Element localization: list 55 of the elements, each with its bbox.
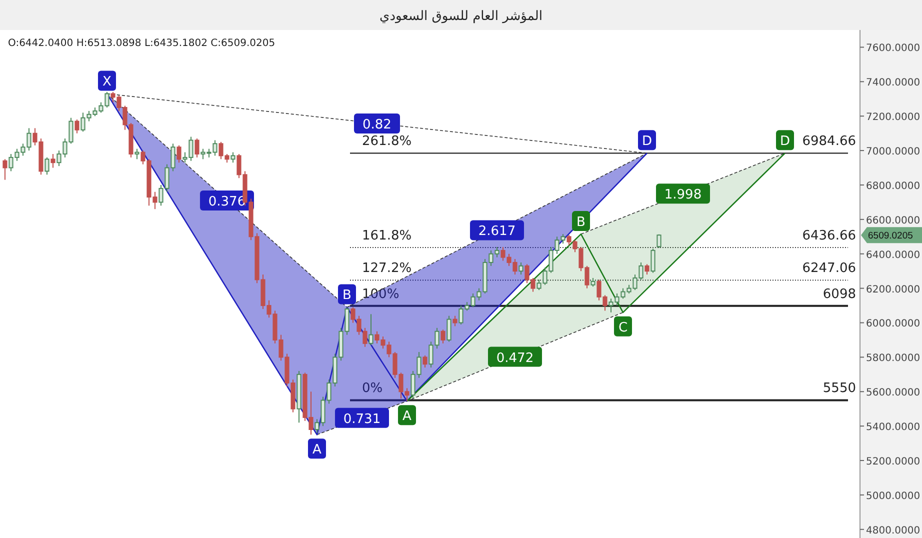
- candlestick: [368, 314, 374, 346]
- candlestick: [656, 234, 662, 248]
- y-tick-label: 7200.0000: [866, 112, 920, 124]
- y-tick-label: 5400.0000: [866, 422, 920, 434]
- candlestick: [452, 315, 458, 327]
- y-tick-label: 5200.0000: [866, 456, 920, 468]
- candlestick: [230, 152, 236, 164]
- data-label: D: [642, 134, 652, 150]
- annotation: 127.2%: [362, 261, 412, 276]
- y-tick-label: 6800.0000: [866, 180, 920, 192]
- annotation: 2.617: [478, 224, 516, 240]
- y-tick-label: 7000.0000: [866, 146, 920, 158]
- y-tick-label: 5800.0000: [866, 353, 920, 364]
- ref-line-label: 6436.66: [802, 228, 856, 244]
- data-label: B: [342, 288, 352, 304]
- candlestick: [50, 153, 56, 168]
- candlestick: [134, 148, 140, 160]
- annotation: 0.472: [496, 350, 534, 366]
- data-label: B: [576, 215, 586, 230]
- y-tick-label: 6000.0000: [866, 318, 920, 330]
- y-tick-label: 6600.0000: [866, 215, 920, 226]
- y-tick-label: 7400.0000: [866, 78, 920, 89]
- annotation: 0.731: [343, 412, 381, 427]
- candlestick: [194, 138, 200, 158]
- candlestick: [446, 315, 452, 342]
- text: 6509.0205: [868, 230, 913, 242]
- candlestick: [422, 354, 428, 368]
- ref-line-label: 5550: [822, 381, 856, 396]
- candlestick: [44, 156, 50, 176]
- candlestick: [2, 158, 8, 180]
- annotation: 161.8%: [362, 228, 412, 244]
- candlestick: [440, 329, 446, 344]
- y-tick-label: 5600.0000: [866, 388, 920, 399]
- y-tick-label: 7600.0000: [866, 43, 920, 54]
- candlestick: [74, 119, 80, 134]
- annotation: 0%: [362, 381, 383, 396]
- candlestick: [176, 144, 182, 164]
- candlestick: [650, 248, 656, 274]
- data-label: A: [402, 409, 412, 424]
- data-label: A: [312, 442, 322, 458]
- ref-line-label: 6984.66: [802, 134, 856, 150]
- y-tick-label: 6200.0000: [866, 284, 920, 296]
- annotation: 261.8%: [362, 134, 412, 150]
- ref-line-label: 6098: [822, 286, 856, 302]
- annotation: O:6442.0400 H:6513.0898 L:6435.1802 C:6509.0205: [8, 38, 276, 49]
- data-label: D: [780, 134, 790, 150]
- chart-title: المؤشر العام للسوق السعودي: [380, 9, 542, 24]
- data-label: X: [102, 74, 112, 90]
- y-tick-label: 5000.0000: [866, 490, 920, 502]
- y-tick-label: 4800.0000: [866, 525, 920, 536]
- annotation: 0.82: [362, 117, 392, 132]
- annotation: 1.998: [664, 188, 702, 203]
- y-tick-label: 6400.0000: [866, 250, 920, 261]
- ref-line-label: 6247.06: [802, 261, 856, 276]
- data-label: C: [618, 320, 628, 336]
